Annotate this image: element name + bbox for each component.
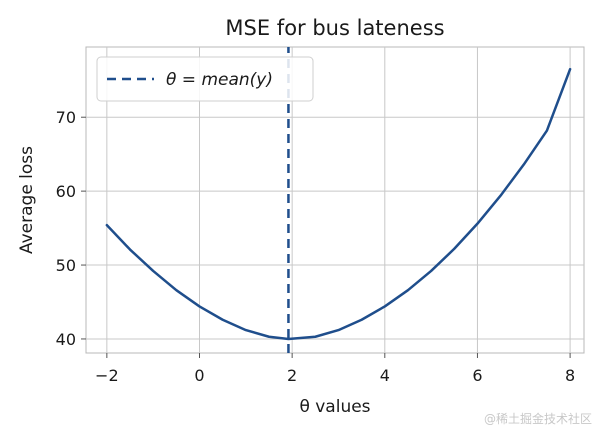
x-tick-label: 4 — [380, 366, 390, 385]
y-axis-label: Average loss — [17, 146, 37, 254]
grid — [86, 47, 584, 353]
loss-curve — [105, 67, 572, 341]
legend: θ = mean(y) — [96, 56, 314, 102]
y-tick-label: 70 — [56, 108, 76, 127]
watermark-text: @稀土掘金技术社区 — [483, 412, 592, 426]
x-tick-label: 6 — [472, 366, 482, 385]
x-tick-label: 2 — [287, 366, 297, 385]
axis-ticks: −2 0 2 4 6 8 40 50 60 70 — [56, 108, 576, 385]
x-tick-label: −2 — [95, 366, 119, 385]
legend-box — [96, 56, 314, 102]
x-tick-label: 0 — [194, 366, 204, 385]
y-tick-label: 60 — [56, 182, 76, 201]
plot-frame — [85, 46, 585, 354]
x-tick-label: 8 — [565, 366, 575, 385]
chart-title: MSE for bus lateness — [225, 16, 444, 40]
x-axis-label: θ values — [299, 397, 370, 417]
legend-label: θ = mean(y) — [166, 70, 273, 90]
y-tick-label: 50 — [56, 256, 76, 275]
y-tick-label: 40 — [56, 330, 76, 349]
